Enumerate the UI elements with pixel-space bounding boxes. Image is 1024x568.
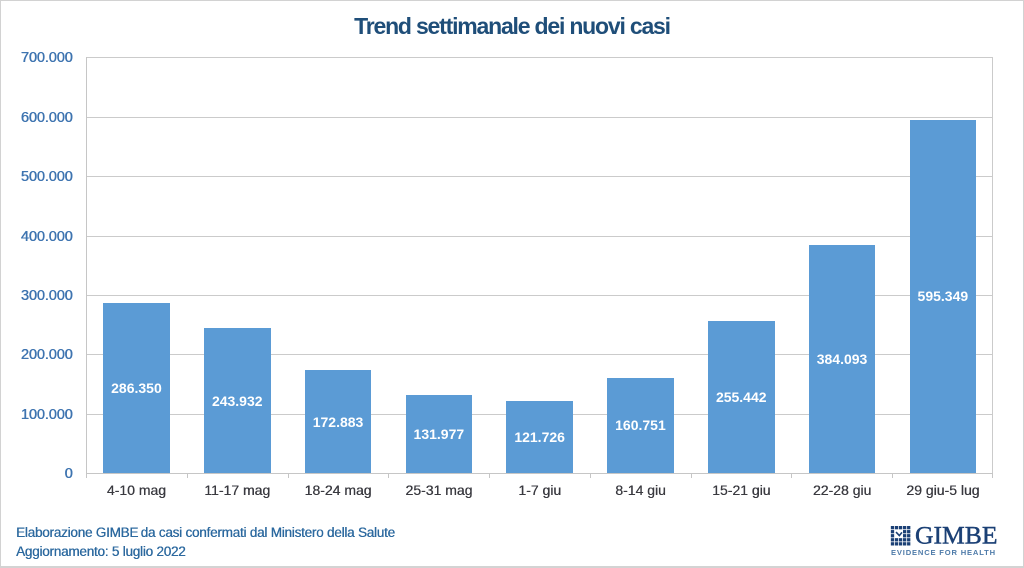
svg-text:GIMBE: GIMBE — [915, 521, 997, 550]
svg-text:EVIDENCE FOR HEALTH: EVIDENCE FOR HEALTH — [891, 548, 996, 557]
